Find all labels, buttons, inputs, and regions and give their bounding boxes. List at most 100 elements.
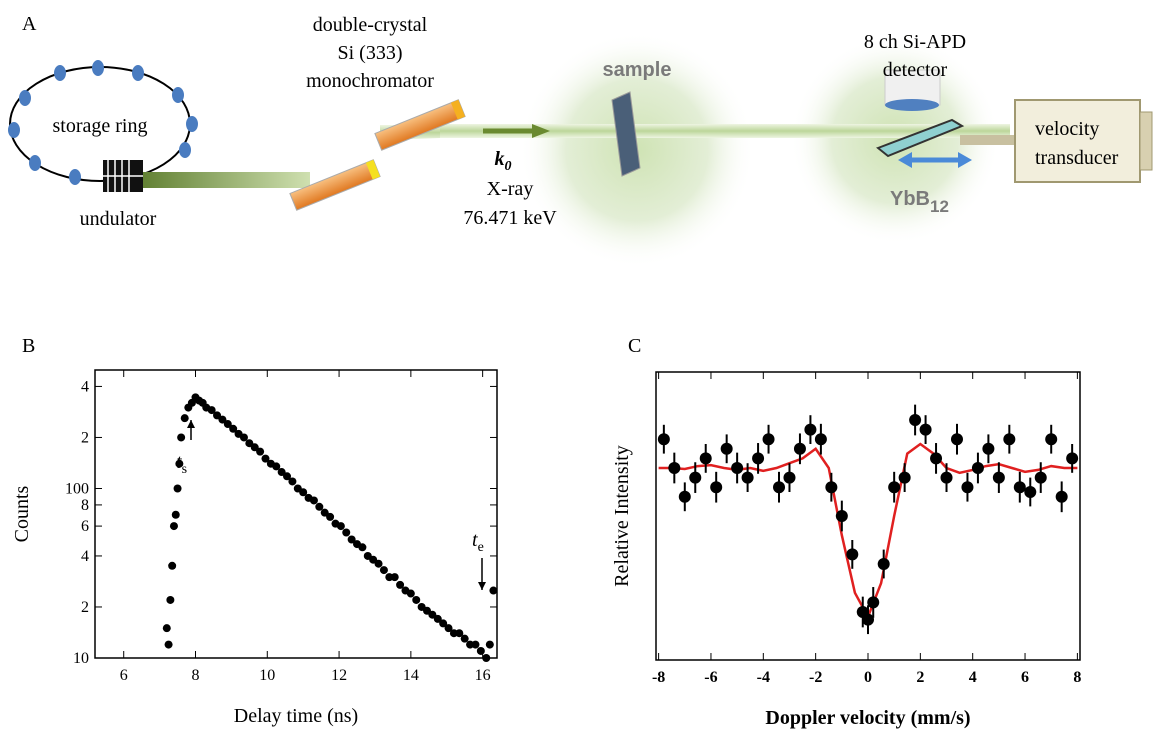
data-point bbox=[342, 528, 351, 537]
beam bbox=[130, 172, 310, 188]
data-point bbox=[272, 462, 281, 471]
x-tick-label: -6 bbox=[704, 669, 717, 686]
detector-window bbox=[885, 99, 939, 111]
annotation-symbol: t bbox=[176, 451, 182, 473]
panel-label: C bbox=[628, 335, 641, 357]
annotation-subscript: s bbox=[182, 462, 187, 477]
data-point bbox=[930, 452, 943, 465]
data-point bbox=[762, 433, 775, 446]
diagram: A storage ring undulator double-crystal … bbox=[8, 13, 1153, 268]
data-point bbox=[288, 477, 297, 486]
x-axis-label: Delay time (ns) bbox=[234, 705, 358, 727]
data-point bbox=[428, 610, 437, 619]
y-tick-label: 10 bbox=[73, 650, 89, 667]
data-point bbox=[213, 411, 222, 420]
data-point bbox=[710, 481, 723, 494]
subscript: 12 bbox=[930, 197, 949, 216]
data-point bbox=[982, 442, 995, 455]
label: undulator bbox=[80, 208, 157, 230]
data-point bbox=[1013, 481, 1026, 494]
data-point bbox=[218, 415, 227, 424]
data-point bbox=[950, 433, 963, 446]
annotation: te bbox=[472, 529, 484, 555]
k-arrow-head bbox=[532, 124, 550, 138]
label: X-ray bbox=[487, 178, 534, 200]
data-point bbox=[877, 558, 890, 570]
magnets bbox=[8, 60, 198, 185]
data-point bbox=[689, 471, 702, 484]
data-point bbox=[277, 468, 286, 477]
crystal-2 bbox=[374, 99, 466, 151]
data-point bbox=[720, 442, 733, 455]
fit-curve bbox=[658, 442, 1078, 620]
data-point bbox=[166, 595, 175, 604]
label: monochromator bbox=[306, 70, 434, 92]
data-point bbox=[396, 580, 405, 589]
data-point bbox=[164, 640, 173, 649]
data-point bbox=[299, 488, 308, 497]
formula: YbB bbox=[890, 188, 930, 210]
y-axis-label: Relative Intensity bbox=[611, 445, 633, 587]
x-axis-label: Doppler velocity (mm/s) bbox=[765, 707, 970, 729]
y-tick-label: 2 bbox=[81, 429, 89, 446]
data-point bbox=[315, 502, 324, 511]
data-point bbox=[940, 471, 953, 484]
data-point bbox=[168, 561, 177, 570]
data-point bbox=[909, 414, 922, 426]
data-point bbox=[175, 459, 184, 468]
x-tick-label: 12 bbox=[331, 667, 347, 684]
plot-frame bbox=[94, 369, 498, 659]
data-point bbox=[482, 654, 491, 662]
data-point bbox=[433, 614, 442, 623]
x-tick-label: 4 bbox=[969, 669, 977, 686]
y-tick-label: 4 bbox=[81, 548, 89, 565]
data-point bbox=[256, 447, 265, 456]
annotation: ts bbox=[176, 451, 187, 477]
subscript: 0 bbox=[505, 159, 512, 174]
data-point bbox=[358, 543, 367, 552]
y-tick-label: 4 bbox=[81, 378, 89, 395]
data-point bbox=[489, 586, 498, 595]
data-point bbox=[992, 471, 1005, 484]
x-tick-label: 8 bbox=[1073, 669, 1081, 686]
crystal-1 bbox=[289, 159, 381, 211]
data-point bbox=[476, 646, 485, 655]
label: transducer bbox=[1035, 147, 1119, 169]
data-point bbox=[326, 512, 335, 521]
data-point bbox=[825, 481, 838, 494]
x-tick-label: -2 bbox=[809, 669, 822, 686]
data-point bbox=[250, 443, 259, 452]
data-point bbox=[846, 548, 859, 561]
label: 8 ch Si-APD bbox=[864, 31, 966, 53]
data-point bbox=[1024, 486, 1037, 498]
data-point bbox=[444, 624, 453, 633]
data-point bbox=[888, 481, 901, 494]
label: double-crystal bbox=[313, 14, 428, 36]
data-point bbox=[793, 442, 806, 455]
data-point bbox=[961, 481, 974, 494]
data-point bbox=[223, 420, 232, 429]
annotation-symbol: t bbox=[472, 529, 478, 551]
data-point bbox=[1066, 452, 1079, 465]
label: k0 bbox=[495, 148, 512, 174]
data-point bbox=[239, 433, 248, 442]
beam bbox=[440, 124, 1010, 138]
x-tick-label: 10 bbox=[259, 667, 275, 684]
panel-label: B bbox=[22, 335, 35, 357]
sample-plate bbox=[611, 91, 641, 177]
data-point bbox=[657, 433, 670, 446]
label: detector bbox=[883, 59, 948, 81]
data-point bbox=[867, 596, 880, 609]
data-point bbox=[283, 472, 292, 481]
data-point bbox=[668, 462, 681, 474]
y-tick-label: 8 bbox=[81, 497, 89, 514]
data-point bbox=[320, 508, 329, 517]
data-point bbox=[1055, 490, 1068, 503]
data-point bbox=[752, 452, 765, 465]
label: YbB12 bbox=[890, 188, 949, 216]
panel-label: A bbox=[22, 13, 37, 35]
data-point bbox=[171, 510, 180, 519]
data-point bbox=[374, 559, 383, 568]
annotation-arrow-head bbox=[478, 582, 486, 590]
